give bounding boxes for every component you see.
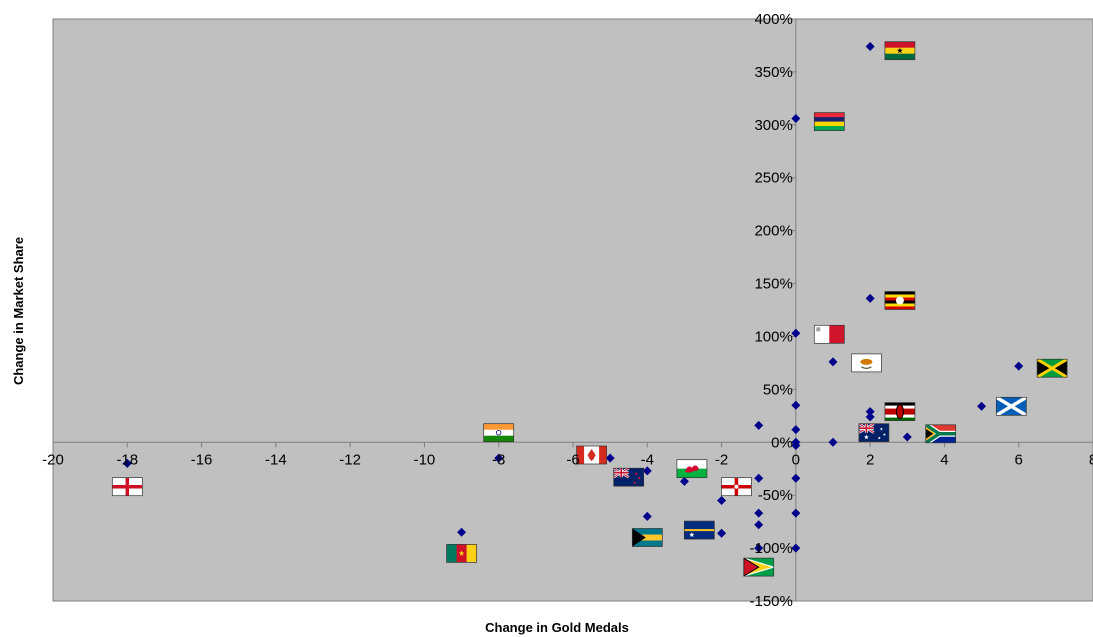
y-tick-label: 100% bbox=[754, 328, 792, 345]
cameroon-flag-icon bbox=[446, 544, 477, 563]
x-tick-label: -4 bbox=[641, 451, 654, 468]
y-tick-label: 350% bbox=[754, 64, 792, 81]
y-tick-label: 50% bbox=[763, 381, 793, 398]
ghana-flag-icon bbox=[884, 41, 916, 61]
data-point bbox=[717, 495, 727, 505]
bahamas-flag-icon bbox=[631, 528, 663, 547]
x-tick-label: -14 bbox=[265, 451, 287, 468]
mauritius-flag-icon bbox=[813, 112, 845, 131]
x-tick-label: -12 bbox=[339, 451, 361, 468]
data-point bbox=[902, 432, 912, 442]
data-point bbox=[605, 453, 615, 463]
uganda-flag-icon bbox=[884, 291, 916, 310]
data-point bbox=[1014, 361, 1024, 371]
malta-flag-icon bbox=[813, 324, 845, 344]
x-tick-label: -16 bbox=[191, 451, 213, 468]
jamaica-flag-icon bbox=[1036, 358, 1068, 378]
data-points bbox=[122, 42, 1024, 553]
new-zealand-flag-icon bbox=[613, 467, 645, 487]
data-point bbox=[754, 520, 764, 530]
y-tick-label: 250% bbox=[754, 170, 792, 187]
data-point bbox=[754, 508, 764, 518]
x-tick-label: 8 bbox=[1089, 451, 1093, 468]
data-point bbox=[791, 400, 801, 410]
x-axis-title: Change in Gold Medals bbox=[485, 620, 629, 635]
data-point bbox=[828, 437, 838, 447]
data-point bbox=[791, 440, 801, 450]
data-point bbox=[865, 293, 875, 303]
y-tick-label: 0% bbox=[771, 434, 793, 451]
wales-flag-icon bbox=[676, 459, 708, 479]
y-tick-label: 200% bbox=[754, 223, 792, 240]
x-tick-label: 6 bbox=[1015, 451, 1023, 468]
x-tick-label: -6 bbox=[566, 451, 579, 468]
scotland-flag-icon bbox=[995, 396, 1027, 416]
data-point bbox=[642, 511, 652, 521]
data-point bbox=[494, 453, 504, 463]
data-point bbox=[754, 473, 764, 483]
data-point bbox=[865, 407, 875, 417]
data-point bbox=[865, 412, 875, 422]
tick-labels: -20-18-16-14-12-10-8-6-4-202468-150%-100… bbox=[42, 11, 1093, 610]
x-tick-label: -2 bbox=[715, 451, 728, 468]
data-point bbox=[977, 401, 987, 411]
india-flag-icon bbox=[483, 423, 515, 443]
y-tick-label: 400% bbox=[754, 11, 792, 28]
data-point bbox=[791, 425, 801, 435]
y-tick-label: -150% bbox=[749, 593, 792, 610]
data-point bbox=[679, 476, 689, 486]
data-point bbox=[865, 42, 875, 52]
south-africa-flag-icon bbox=[925, 424, 957, 444]
plot-area bbox=[52, 18, 1093, 602]
data-point bbox=[791, 543, 801, 553]
y-tick-label: 150% bbox=[754, 276, 792, 293]
x-tick-label: 2 bbox=[866, 451, 874, 468]
data-point bbox=[791, 113, 801, 123]
cyprus-flag-icon bbox=[851, 353, 882, 373]
kenya-flag-icon bbox=[884, 402, 916, 421]
nauru-flag-icon bbox=[683, 520, 715, 540]
guyana-flag-icon bbox=[743, 557, 775, 577]
data-point bbox=[828, 357, 838, 367]
x-tick-label: 0 bbox=[792, 451, 800, 468]
x-tick-label: 4 bbox=[940, 451, 948, 468]
data-point bbox=[754, 543, 764, 553]
data-point bbox=[791, 473, 801, 483]
y-axis-title: Change in Market Share bbox=[11, 237, 26, 385]
data-point bbox=[642, 466, 652, 476]
data-point bbox=[791, 328, 801, 338]
data-point bbox=[791, 508, 801, 518]
canada-flag-icon bbox=[576, 445, 607, 465]
data-point bbox=[717, 528, 727, 538]
data-point bbox=[122, 458, 132, 468]
data-point bbox=[754, 420, 764, 430]
y-tick-label: 300% bbox=[754, 117, 792, 134]
x-tick-label: -18 bbox=[116, 451, 138, 468]
northern-ireland-flag-icon bbox=[721, 477, 752, 497]
x-tick-label: -20 bbox=[42, 451, 64, 468]
y-tick-label: -50% bbox=[758, 487, 793, 504]
australia-flag-icon bbox=[858, 423, 890, 443]
england-flag-icon bbox=[111, 477, 143, 497]
x-tick-label: -8 bbox=[492, 451, 505, 468]
data-point bbox=[457, 527, 467, 537]
country-flags bbox=[111, 41, 1068, 577]
y-tick-label: -100% bbox=[749, 540, 792, 557]
x-tick-label: -10 bbox=[414, 451, 436, 468]
